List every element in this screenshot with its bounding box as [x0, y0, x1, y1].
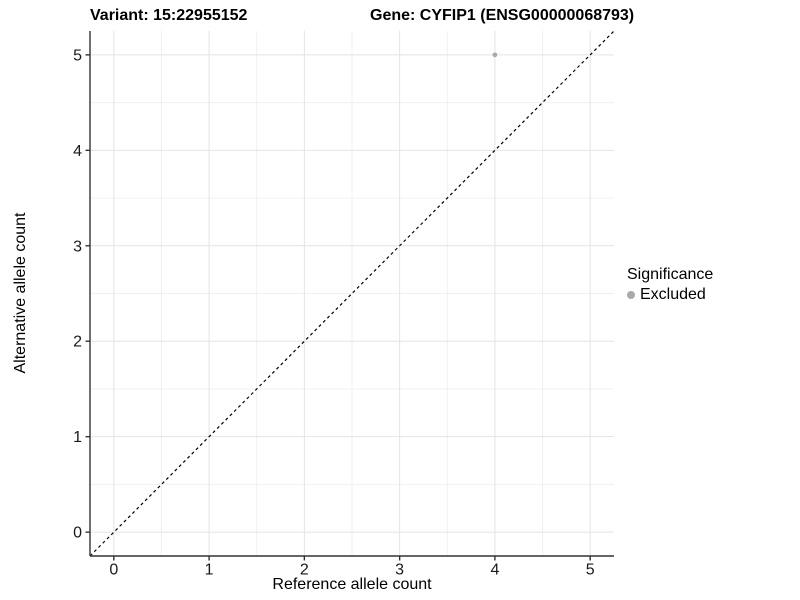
legend-title: Significance: [627, 266, 714, 283]
x-tick-label: 0: [109, 562, 118, 579]
axis-lines: [89, 31, 614, 557]
x-tick-label: 1: [205, 562, 214, 579]
identity-line: [89, 30, 615, 557]
legend-item-excluded: Excluded: [627, 286, 713, 304]
legend-point-icon: [627, 291, 635, 299]
axis-tick-labels: 0 1 2 3 4 5 0 1 2 3 4 5: [73, 47, 595, 578]
x-tick-label: 4: [490, 562, 499, 579]
x-tick-label: 2: [300, 562, 309, 579]
grid-minor: [90, 31, 614, 556]
y-tick-label: 5: [73, 47, 82, 64]
y-tick-label: 3: [73, 238, 82, 255]
y-tick-label: 4: [73, 143, 82, 160]
x-tick-label: 3: [395, 562, 404, 579]
axis-ticks: [85, 54, 591, 561]
legend-item-label: Excluded: [640, 286, 706, 303]
y-tick-label: 0: [73, 525, 82, 542]
x-axis-title: Reference allele count: [272, 576, 432, 593]
plot-title-gene: Gene: CYFIP1 (ENSG00000068793): [370, 7, 635, 24]
data-point: [492, 52, 498, 58]
y-tick-label: 1: [73, 429, 82, 446]
y-axis-title: Alternative allele count: [12, 212, 29, 374]
plot-title-variant: Variant: 15:22955152: [90, 7, 248, 24]
legend: Significance Excluded: [627, 266, 713, 304]
grid-major: [90, 31, 614, 556]
y-tick-label: 2: [73, 334, 82, 351]
data-points: [492, 52, 498, 58]
x-tick-label: 5: [586, 562, 595, 579]
